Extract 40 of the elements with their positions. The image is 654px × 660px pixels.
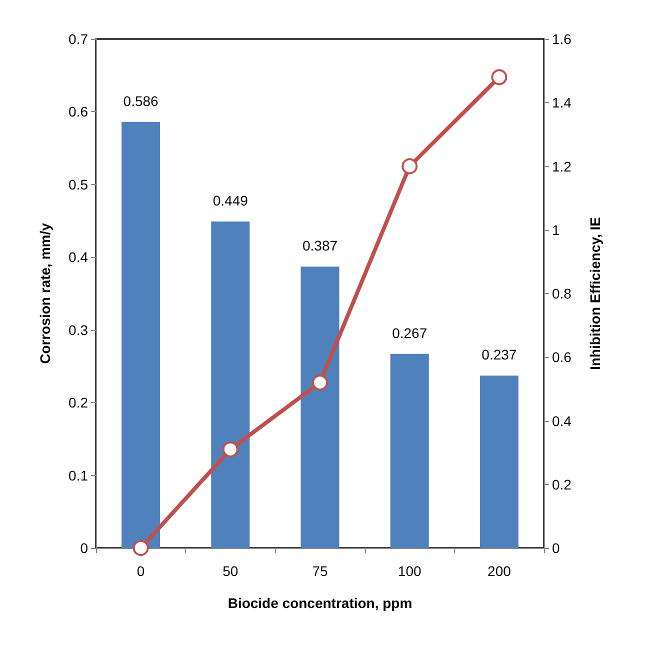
- y2-tick-label: 0.6: [552, 349, 572, 366]
- y-tick-label: 0.6: [68, 104, 88, 120]
- x-axis-title: Biocide concentration, ppm: [228, 595, 412, 611]
- bar: [300, 266, 340, 548]
- y-tick-label: 0.1: [68, 467, 88, 484]
- y-tick-label: 0.3: [68, 322, 88, 338]
- x-tick-label: 50: [222, 563, 238, 579]
- y2-axis-title: Inhibition Efficiency, IE: [587, 217, 603, 370]
- y2-tick-label: 0.2: [552, 476, 572, 492]
- y-tick-label: 0: [80, 540, 88, 556]
- point: [132, 540, 149, 556]
- y-tick-label: 0.4: [68, 249, 88, 266]
- point: [222, 441, 238, 458]
- y2-tick-label: 0.8: [552, 286, 572, 302]
- y-axis-title: Corrosion rate, mm/y: [37, 222, 53, 364]
- point: [312, 374, 328, 391]
- y2-tick-label: 0.4: [552, 412, 572, 429]
- x-tick-label: 0: [136, 563, 145, 579]
- y2-tick-label: 0: [552, 540, 560, 556]
- y2-tick-label: 1.6: [552, 31, 572, 47]
- x-tick-label: 200: [488, 563, 512, 579]
- bar: [390, 354, 429, 548]
- x-tick-label: 100: [398, 563, 422, 579]
- y2-tick-label: 1.4: [552, 94, 572, 111]
- y-tick-label: 0.7: [68, 31, 88, 47]
- bar: [122, 122, 160, 548]
- data-label: 0.267: [392, 324, 428, 341]
- x-tick-label: 75: [312, 563, 328, 579]
- data-label: 0.237: [482, 346, 517, 363]
- point: [402, 158, 418, 174]
- y-tick-label: 0.2: [68, 394, 88, 411]
- point: [491, 69, 508, 86]
- y2-tick-label: 1: [552, 222, 560, 238]
- data-label: 0.586: [123, 92, 159, 109]
- bar: [211, 222, 250, 548]
- y2-tick-label: 1.2: [552, 158, 572, 174]
- y-tick-label: 0.5: [68, 176, 88, 192]
- data-label: 0.449: [212, 192, 248, 209]
- data-label: 0.387: [302, 238, 338, 254]
- bar: [480, 376, 518, 548]
